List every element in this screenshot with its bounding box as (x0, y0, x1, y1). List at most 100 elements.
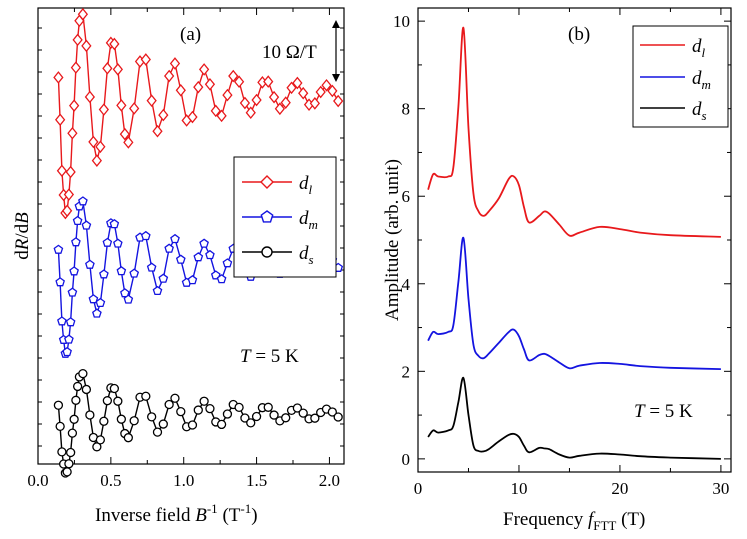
series-d-m-point (71, 237, 81, 247)
series-d-m-point (205, 249, 215, 260)
series-d-s-point (205, 404, 215, 414)
series-d-s-point (187, 420, 198, 430)
series-d-l-point (198, 63, 210, 76)
series-d-m-point (146, 262, 157, 272)
panel-a-ticks: 0.0 0.5 1.0 1.5 2.0 (27, 8, 344, 490)
legend-b-m-sub: m (702, 77, 711, 92)
series-d-m-point (129, 268, 140, 278)
svg-text:ds: ds (692, 99, 707, 123)
series-d-m-point (116, 265, 127, 276)
svg-text:dl: dl (299, 173, 313, 197)
series-d-s-point (85, 410, 95, 420)
series-d-l-point (210, 104, 221, 118)
scale-bar-label: 10 Ω/T (262, 42, 317, 63)
legend-b-l-sub: l (702, 45, 706, 60)
panel-a-xlabel: Inverse field B-1 (T-1) (95, 501, 258, 526)
series-d-l-point (95, 140, 106, 154)
series-d-l-point (70, 61, 82, 74)
legend-a-item-l: dl (242, 173, 313, 197)
series-d-l-point (152, 124, 163, 138)
legend-a-m-sub: m (309, 217, 318, 232)
series-d-l-point (119, 127, 130, 141)
series-d-s-point (78, 368, 88, 379)
series-d-l-point (102, 61, 113, 75)
series-d-m-point (199, 238, 209, 248)
series-d-m-point (120, 288, 130, 298)
series-d-l-point (158, 108, 169, 122)
series-d-s-point (95, 435, 106, 445)
series-b-d-l (427, 26, 721, 238)
series-d-m-point (187, 274, 198, 285)
panel-a-ylabel: dR/dB (12, 212, 33, 260)
series-d-m-point (95, 297, 106, 308)
series-d-m-point (193, 252, 204, 262)
series-d-s-point (292, 403, 303, 413)
panel-a-temperature: T = 5 K (240, 346, 299, 367)
series-d-l-point (309, 97, 320, 110)
series-d-l-point (204, 77, 216, 91)
series-d-l-point (53, 71, 64, 84)
series-d-l-point (91, 154, 103, 167)
legend-a-item-s: ds (242, 243, 314, 267)
a-xtick-label: 0.0 (27, 471, 48, 490)
series-d-m-point (99, 269, 109, 279)
series-d-m-point (69, 266, 79, 276)
series-d-l-point (292, 76, 303, 90)
series-d-s-point (246, 418, 256, 428)
series-d-s-point (251, 411, 262, 422)
series-d-l-point (65, 165, 76, 179)
series-d-s-point (113, 396, 123, 406)
series-d-m-point (158, 273, 169, 283)
series-d-s-point (69, 414, 79, 424)
series-d-m-point (81, 220, 92, 230)
series-d-l-point (298, 86, 309, 100)
series-d-m-point (175, 254, 186, 264)
series-d-l-point (263, 75, 274, 88)
series-d-m-point (102, 237, 113, 247)
legend-b-s-main: d (692, 99, 702, 120)
series-d-s-point (158, 419, 168, 429)
series-d-l-point (327, 84, 338, 98)
legend-a-s-main: d (299, 243, 309, 264)
series-d-m-point (65, 317, 76, 327)
series-d-s-point (298, 408, 308, 418)
series-d-l-point (69, 99, 80, 112)
panel-b-series (427, 26, 721, 460)
series-d-l-point (63, 188, 75, 201)
panel-a: 0.0 0.5 1.0 1.5 2.0 (a) 10 Ω/T dl dm (12, 7, 345, 526)
series-d-l-point (98, 103, 109, 116)
series-d-l-point (251, 93, 262, 107)
series-d-l-point (193, 80, 204, 94)
series-d-s-point (99, 416, 109, 426)
legend-b-m-main: d (692, 68, 702, 89)
svg-text:ds: ds (299, 243, 314, 267)
series-d-l-point (116, 99, 127, 112)
series-d-l-point (280, 96, 291, 109)
series-d-m-point (123, 294, 134, 304)
series-d-l-point (112, 63, 123, 76)
panel-a-frame (37, 7, 345, 465)
series-d-l-point (164, 69, 175, 83)
b-ytick-label: 2 (402, 362, 411, 381)
b-ytick-label: 0 (402, 450, 411, 469)
series-d-s-point (327, 407, 337, 417)
series-d-m-point (222, 258, 233, 268)
series-d-s-point (147, 412, 157, 422)
series-d-s-point (62, 467, 72, 477)
panel-a-label: (a) (180, 24, 201, 45)
series-d-m-point (85, 259, 95, 269)
series-d-l-point (88, 135, 99, 149)
series-d-l-point (77, 7, 89, 21)
b-xtick-label: 0 (414, 479, 423, 498)
series-d-m-point (57, 316, 67, 326)
series-d-l (53, 7, 344, 220)
series-d-m-point (92, 308, 102, 318)
panel-b-ylabel: Amplitude (arb. unit) (382, 159, 403, 321)
series-d-m-point (88, 294, 99, 304)
series-d-m-point (113, 238, 123, 248)
series-d-s-point (269, 410, 279, 420)
series-d-l-point (222, 88, 233, 102)
b-xtick-label: 30 (712, 479, 729, 498)
series-d-l-point (274, 102, 286, 116)
